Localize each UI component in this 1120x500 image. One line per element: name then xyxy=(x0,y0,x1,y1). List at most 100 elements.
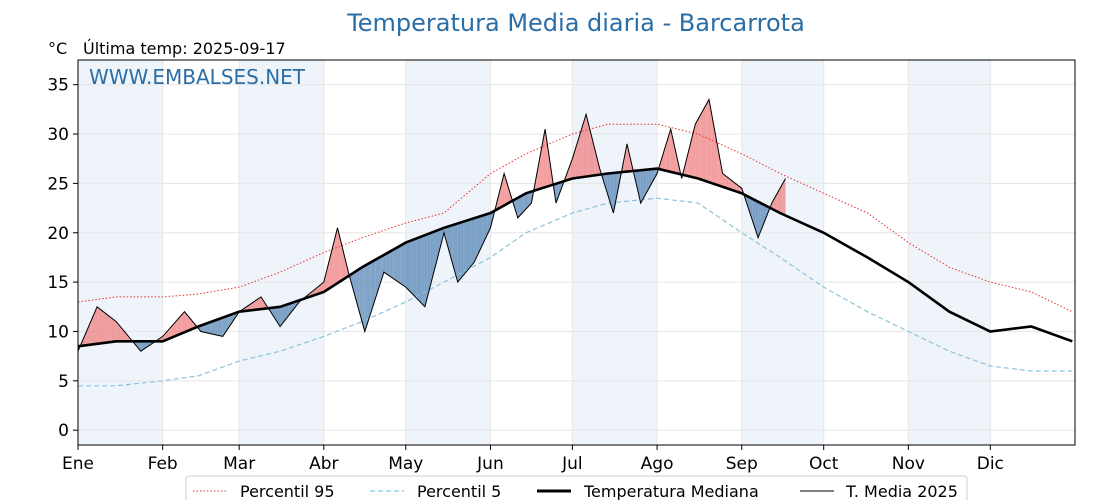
anomaly-fill-below xyxy=(364,264,368,332)
anomaly-fill-below xyxy=(465,219,469,273)
legend-label-p95: Percentil 95 xyxy=(240,482,335,500)
watermark: WWW.EMBALSES.NET xyxy=(89,65,306,89)
anomaly-fill-above xyxy=(99,308,103,344)
anomaly-fill-below xyxy=(386,251,390,276)
x-tick-label: Oct xyxy=(809,454,839,474)
anomaly-fill-below xyxy=(220,317,223,337)
anomaly-fill-below xyxy=(605,173,608,196)
chart-title: Temperatura Media diaria - Barcarrota xyxy=(346,9,805,37)
anomaly-fill-above xyxy=(108,315,111,343)
series-line-percentil-5 xyxy=(78,197,1073,387)
anomaly-fill-below xyxy=(517,196,521,218)
anomaly-fill-above xyxy=(179,314,182,335)
anomaly-fill-above xyxy=(83,332,87,346)
y-tick-label: 30 xyxy=(47,125,69,145)
x-tick-label: Ago xyxy=(641,454,674,474)
x-tick-label: Ene xyxy=(62,454,94,474)
plot-frame xyxy=(77,59,1076,446)
anomaly-fill-above xyxy=(337,227,341,284)
y-tick-label: 25 xyxy=(47,174,69,194)
anomaly-fill-below xyxy=(474,217,477,263)
anomaly-fill-above xyxy=(113,319,117,342)
anomaly-fill-below xyxy=(452,224,455,273)
anomaly-fill-below xyxy=(613,172,617,214)
anomaly-fill-below xyxy=(400,244,404,286)
anomaly-fill-below xyxy=(446,226,450,253)
anomaly-fill-below xyxy=(206,322,210,334)
anomaly-fill-above xyxy=(577,132,581,178)
anomaly-fill-below xyxy=(515,197,518,218)
anomaly-fill-below xyxy=(637,170,641,204)
anomaly-fill-above xyxy=(588,125,592,177)
anomaly-fill-below xyxy=(370,261,374,315)
series-lines xyxy=(77,98,1073,387)
anomaly-fill-above xyxy=(722,173,726,188)
anomaly-fill-below xyxy=(416,237,420,302)
anomaly-fill-below xyxy=(468,219,472,269)
anomaly-fill-above xyxy=(566,166,570,181)
anomaly-fill-above xyxy=(91,313,95,345)
legend-box xyxy=(185,475,968,500)
anomaly-fill-below xyxy=(277,306,281,327)
x-tick-label: May xyxy=(388,454,423,474)
anomaly-fill-above xyxy=(777,188,780,214)
anomaly-fill-below xyxy=(359,267,363,322)
anomaly-fill-below xyxy=(755,200,759,238)
anomaly-fill-below xyxy=(758,201,761,238)
anomaly-fill-below xyxy=(351,272,354,292)
anomaly-fill-below xyxy=(271,307,275,319)
legend-label-2025: T. Media 2025 xyxy=(845,482,958,500)
anomaly-fill-below xyxy=(482,214,485,246)
x-tick-label: Abr xyxy=(309,454,338,474)
anomaly-fill-above xyxy=(342,250,346,280)
x-tick-label: Jul xyxy=(561,454,583,474)
anomaly-fill-above xyxy=(580,123,584,178)
anomaly-fill-above xyxy=(127,334,130,342)
anomaly-fill-below xyxy=(211,320,215,335)
anomaly-fill-below xyxy=(140,341,144,352)
anomaly-fill-below xyxy=(282,304,286,324)
anomaly-fill-above xyxy=(668,129,671,172)
anomaly-fill-below xyxy=(408,240,412,293)
anomaly-fill-above xyxy=(187,315,190,332)
anomaly-fill-below xyxy=(214,319,218,336)
anomaly-fill-above xyxy=(779,183,783,215)
anomaly-fill-below xyxy=(433,230,436,276)
anomaly-fill-above xyxy=(687,145,690,177)
anomaly-fill-below xyxy=(389,250,393,278)
legend-label-median: Temperatura Mediana xyxy=(583,482,759,500)
anomaly-fill-above xyxy=(184,311,188,333)
anomaly-fill-above xyxy=(708,99,712,184)
anomaly-fill-below xyxy=(523,193,526,213)
anomaly-fill-below xyxy=(394,247,398,282)
anomaly-fill-below xyxy=(383,253,387,275)
legend: Percentil 95 Percentil 5 Temperatura Med… xyxy=(185,475,968,500)
month-band xyxy=(908,60,991,445)
anomaly-fill-above xyxy=(105,313,109,343)
anomaly-fill-above xyxy=(121,328,125,342)
anomaly-fill-below xyxy=(479,215,483,251)
anomaly-fill-below xyxy=(285,304,289,320)
month-band xyxy=(239,60,324,445)
anomaly-fill-above xyxy=(627,143,630,172)
anomaly-fill-above xyxy=(326,260,330,291)
last-update-label: Última temp: 2025-09-17 xyxy=(83,39,286,58)
anomaly-fill-above xyxy=(181,311,185,334)
anomaly-fill-above xyxy=(102,311,106,344)
x-tick-label: Sep xyxy=(726,454,758,474)
anomaly-fill-below xyxy=(476,216,480,257)
anomaly-fill-below xyxy=(449,225,453,263)
anomaly-fill-above xyxy=(261,296,264,310)
anomaly-fill-below xyxy=(424,234,428,307)
anomaly-fill-below xyxy=(460,221,464,279)
series-line-2025 xyxy=(77,98,786,352)
anomaly-fill-below xyxy=(556,182,559,204)
series-line-percentil-95 xyxy=(77,123,1073,313)
unit-label: °C xyxy=(48,39,67,58)
anomaly-fill-above xyxy=(662,146,666,171)
anomaly-fill-above xyxy=(782,178,786,216)
anomaly-fill-below xyxy=(747,196,750,214)
anomaly-fill-above xyxy=(506,182,510,204)
anomaly-fill-below xyxy=(760,203,764,231)
anomaly-fill-above xyxy=(340,238,343,282)
